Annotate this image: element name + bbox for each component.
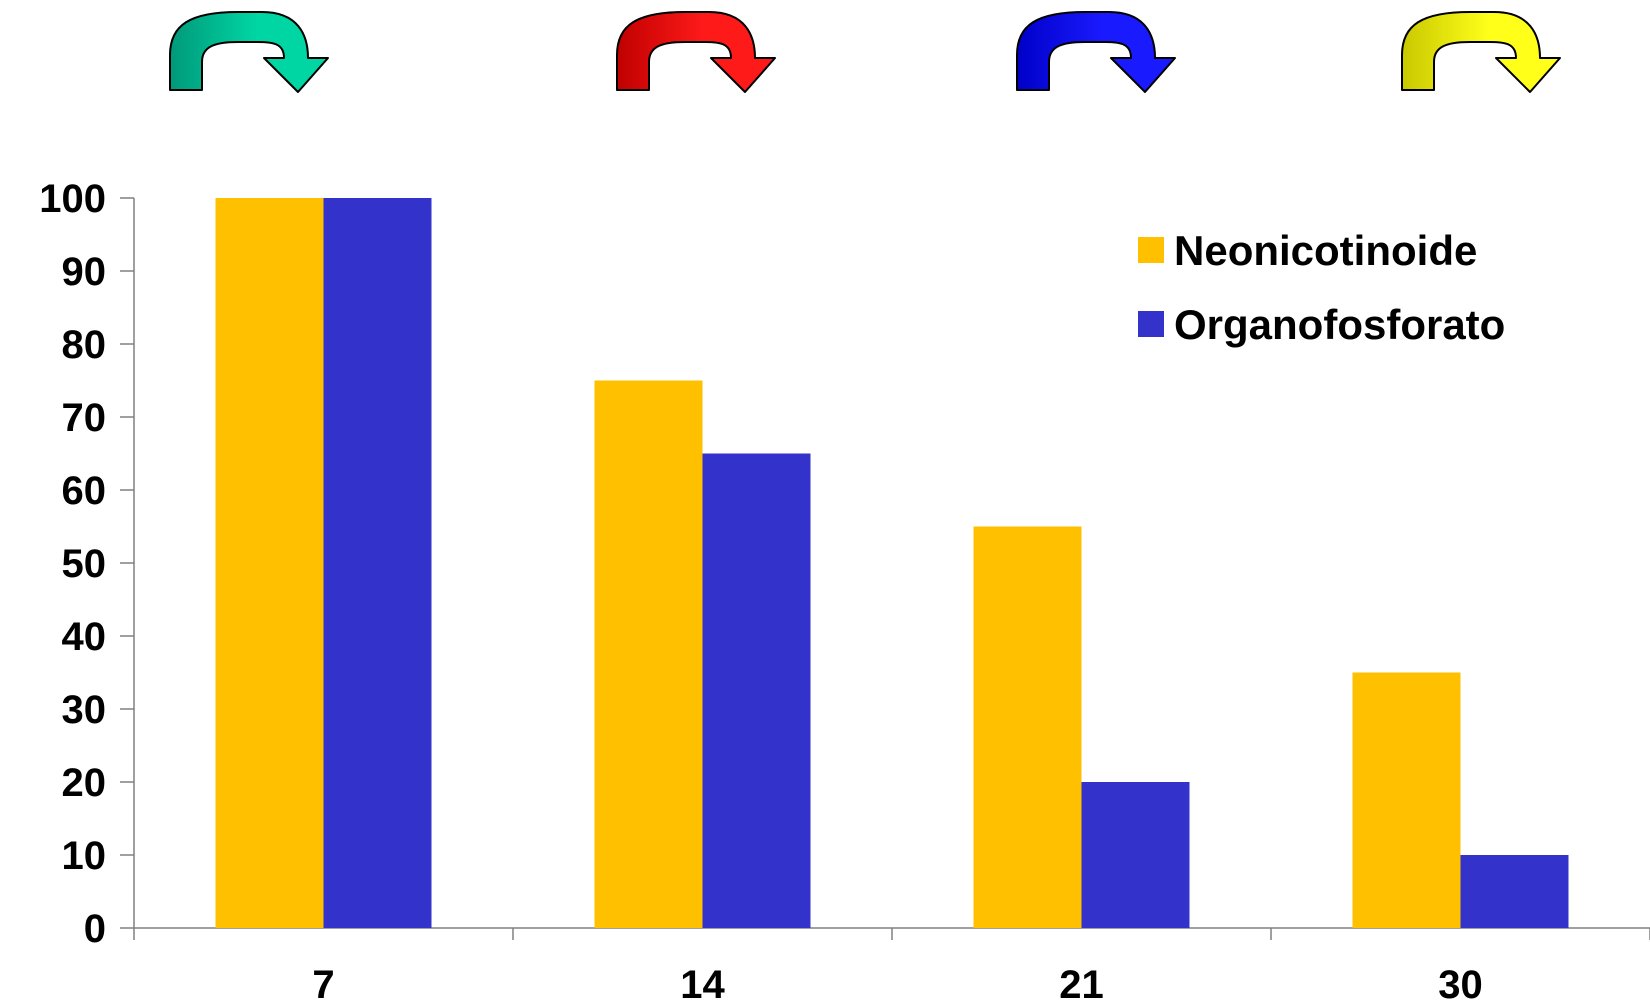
bar-organofosforato-7 — [323, 198, 432, 928]
y-tick-label: 70 — [62, 396, 107, 440]
curved-arrow-icon — [1016, 11, 1176, 93]
curved-arrow-icon — [1401, 11, 1561, 93]
bar-organofosforato-21 — [1081, 782, 1190, 928]
arrow-decorations — [169, 11, 1561, 93]
bar-neonicotinoide-30 — [1352, 672, 1461, 928]
y-tick-label: 90 — [62, 250, 107, 294]
y-tick-label: 40 — [62, 615, 107, 659]
y-tick-label: 80 — [62, 323, 107, 367]
y-tick-label: 30 — [62, 688, 107, 732]
x-category-label: 7 — [312, 963, 334, 1006]
bar-organofosforato-30 — [1460, 855, 1569, 928]
x-category-label: 21 — [1059, 963, 1104, 1006]
curved-arrow-icon — [169, 11, 329, 93]
x-category-label: 30 — [1438, 963, 1483, 1006]
legend: Neonicotinoide Organofosforato — [1138, 227, 1505, 348]
legend-swatch-neonicotinoide — [1138, 237, 1164, 263]
y-tick-label: 50 — [62, 542, 107, 586]
bars — [215, 198, 1569, 928]
legend-swatch-organofosforato — [1138, 311, 1164, 337]
y-tick-label: 10 — [62, 834, 107, 878]
curved-arrow-icon — [616, 11, 776, 93]
y-tick-label: 20 — [62, 761, 107, 805]
bar-neonicotinoide-7 — [215, 198, 324, 928]
legend-label-neonicotinoide: Neonicotinoide — [1174, 227, 1477, 274]
x-category-label: 14 — [680, 963, 725, 1006]
y-tick-label: 0 — [84, 907, 106, 951]
bar-organofosforato-14 — [702, 453, 811, 928]
bar-neonicotinoide-21 — [973, 526, 1082, 928]
legend-label-organofosforato: Organofosforato — [1174, 301, 1505, 348]
bar-neonicotinoide-14 — [594, 380, 703, 928]
y-tick-label: 100 — [39, 177, 106, 221]
y-tick-label: 60 — [62, 469, 107, 513]
tick-labels: 0 10 20 30 40 50 60 70 80 90 100 7 14 21 30 — [39, 177, 1483, 1006]
